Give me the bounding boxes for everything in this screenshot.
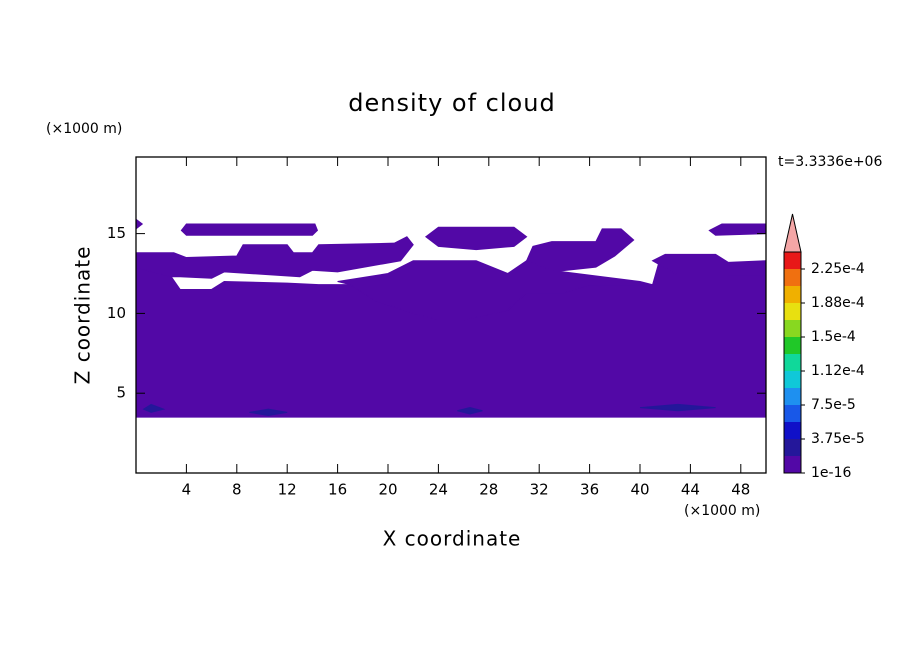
x-tick-label: 20: [378, 481, 397, 499]
y-unit: (×1000 m): [46, 121, 122, 137]
colorbar-frame: [783, 251, 802, 474]
cloud-region: [525, 228, 635, 273]
y-tick-label: 5: [116, 384, 126, 402]
colorbar-band: [784, 286, 801, 303]
x-tick-label: 48: [731, 481, 750, 499]
cloud-region: [142, 403, 166, 413]
cloud-region: [337, 260, 653, 321]
colorbar-band: [784, 456, 801, 473]
x-tick-label: 44: [681, 481, 700, 499]
cloud-region: [457, 407, 483, 415]
y-tick-label: 15: [107, 224, 126, 242]
time-annotation: t=3.3336e+06: [778, 154, 882, 170]
y-tick-label: 10: [107, 304, 126, 322]
colorbar-band: [784, 337, 801, 354]
cloud-region: [424, 226, 528, 251]
plot-frame: [135, 156, 767, 474]
colorbar-tick-label: 2.25e-4: [811, 261, 865, 277]
cloud-region: [249, 408, 288, 417]
x-axis-label: X coordinate: [383, 527, 522, 551]
colorbar-band: [784, 405, 801, 422]
colorbar-band: [784, 354, 801, 371]
cloud-region: [651, 253, 767, 276]
x-unit: (×1000 m): [684, 503, 760, 519]
colorbar-tick-label: 7.5e-5: [811, 397, 856, 413]
colorbar-tick-label: 3.75e-5: [811, 431, 865, 447]
x-tick-label: 12: [278, 481, 297, 499]
colorbar-tick-label: 1.12e-4: [811, 363, 865, 379]
x-tick-label: 16: [328, 481, 347, 499]
colorbar-band: [784, 303, 801, 320]
x-tick-label: 36: [580, 481, 599, 499]
y-axis-label: Z coordinate: [71, 246, 95, 385]
x-tick-label: 8: [232, 481, 242, 499]
colorbar-tick-label: 1.88e-4: [811, 295, 865, 311]
colorbar-tick-label: 1e-16: [811, 465, 851, 481]
colorbar-band: [784, 371, 801, 388]
colorbar-band: [784, 422, 801, 439]
colorbar-band: [784, 320, 801, 337]
chart-title: density of cloud: [348, 89, 555, 117]
cloud-region: [135, 236, 414, 279]
x-tick-label: 4: [182, 481, 192, 499]
cloud-region: [180, 223, 319, 236]
colorbar-tick-label: 1.5e-4: [811, 329, 856, 345]
colorbar-band: [784, 252, 801, 269]
colorbar: 1e-16 3.75e-5 7.5e-5 1.12e-4 1.5e-4 1.88e-4 2.…: [783, 213, 865, 481]
colorbar-band: [784, 439, 801, 456]
cloud-region: [639, 403, 716, 412]
colorbar-band: [784, 388, 801, 405]
colorbar-extend: [783, 213, 802, 253]
x-tick-label: 28: [479, 481, 498, 499]
x-tick-label: 40: [630, 481, 649, 499]
x-tick-label: 32: [530, 481, 549, 499]
cloud-region: [135, 218, 144, 230]
colorbar-band: [784, 269, 801, 286]
x-tick-label: 24: [429, 481, 448, 499]
